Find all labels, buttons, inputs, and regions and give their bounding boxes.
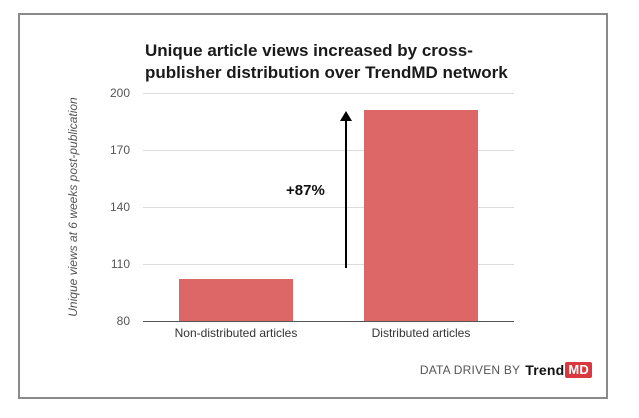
x-category-distributed: Distributed articles xyxy=(371,326,471,340)
chart-title: Unique article views increased by cross-… xyxy=(145,40,525,84)
gridline xyxy=(143,150,514,151)
chart-title-line-2: publisher distribution over TrendMD netw… xyxy=(145,63,508,82)
x-category-non-distributed: Non-distributed articles xyxy=(174,326,298,340)
gridline xyxy=(143,264,514,265)
gridline xyxy=(143,207,514,208)
y-tick-200: 200 xyxy=(109,86,130,100)
y-tick-140: 140 xyxy=(109,200,130,214)
footer-attribution: DATA DRIVEN BY Trend MD xyxy=(420,362,592,378)
gridline xyxy=(143,93,514,94)
chart-frame xyxy=(18,13,608,399)
increase-arrow-icon xyxy=(345,120,347,268)
y-tick-80: 80 xyxy=(116,314,130,328)
increase-annotation: +87% xyxy=(286,182,325,199)
logo-md-badge: MD xyxy=(565,362,592,378)
bar-non-distributed xyxy=(179,279,293,321)
bar-distributed xyxy=(364,110,478,321)
logo-trend-text: Trend xyxy=(525,362,565,378)
y-axis-label: Unique views at 6 weeks post-publication xyxy=(66,97,80,317)
x-axis xyxy=(143,321,514,322)
y-tick-110: 110 xyxy=(110,257,130,271)
arrow-head-icon xyxy=(340,111,352,121)
y-tick-170: 170 xyxy=(109,143,130,157)
footer-prefix: DATA DRIVEN BY xyxy=(419,363,521,377)
trendmd-logo: Trend MD xyxy=(525,362,592,378)
chart-title-line-1: Unique article views increased by cross- xyxy=(145,41,473,60)
